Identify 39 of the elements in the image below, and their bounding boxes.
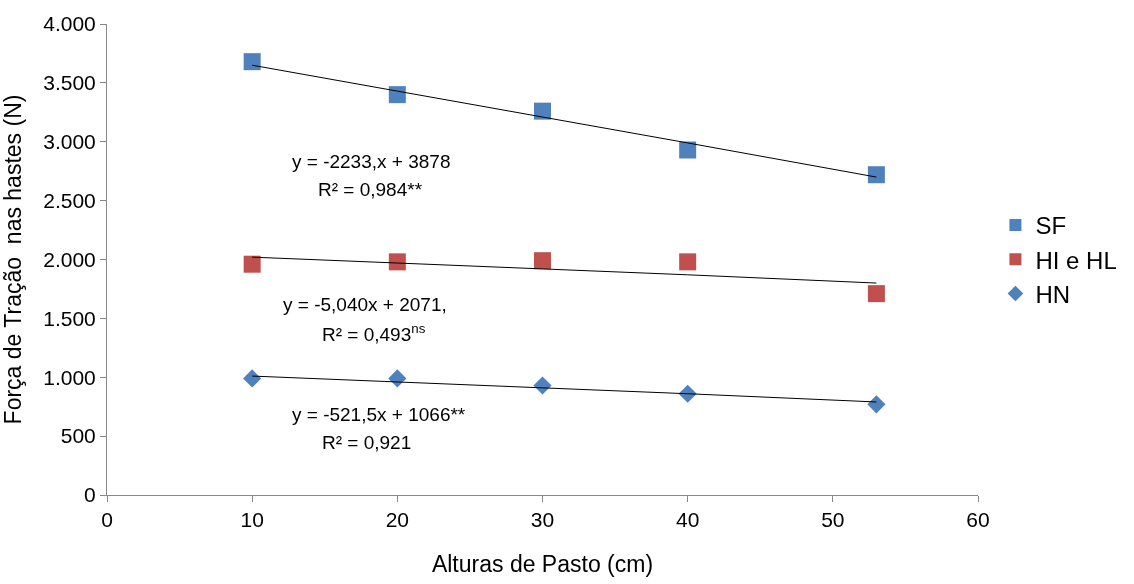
- point: [243, 369, 262, 388]
- point: [867, 395, 886, 414]
- x-tick-label: 30: [530, 508, 555, 532]
- y-tick-label: 0: [84, 483, 96, 507]
- legend-label: HN: [1035, 280, 1071, 308]
- point: [534, 252, 551, 270]
- x-tick-label: 60: [966, 508, 990, 532]
- x-tick-label: 10: [240, 508, 264, 532]
- y-axis-title: Força de Tração nas hastes (N): [0, 94, 26, 425]
- annotation: y = -2233,x + 3878: [292, 151, 451, 172]
- point: [388, 253, 406, 271]
- annotation: R² = 0,984**: [318, 179, 423, 200]
- point: [388, 86, 406, 104]
- annotation: R² = 0,493$^{ns}$: [322, 321, 426, 345]
- y-tick-label: 3.500: [43, 71, 96, 95]
- y-tick-label: 1.000: [43, 365, 96, 389]
- x-tick-label: 40: [675, 508, 700, 532]
- y-tick-label: 4.000: [43, 12, 96, 36]
- x-tick-label: 50: [821, 508, 845, 532]
- point: [243, 53, 261, 71]
- x-axis-title: Alturas de Pasto (cm): [431, 550, 654, 577]
- point: [867, 285, 885, 303]
- legend-label: HI e HL: [1035, 246, 1117, 274]
- legend-label: SF: [1035, 212, 1067, 240]
- point: [679, 253, 697, 271]
- annotation: y = -5,040x + 2071,: [283, 294, 447, 315]
- y-tick-label: 1.500: [43, 306, 96, 330]
- x-tick-label: 0: [101, 508, 113, 532]
- y-tick-label: 2.000: [43, 247, 96, 271]
- x-tick-label: 20: [385, 508, 410, 532]
- point: [534, 102, 551, 120]
- y-tick-label: 500: [60, 424, 96, 448]
- point: [867, 166, 885, 184]
- annotation: R² = 0,921: [322, 432, 412, 453]
- point: [243, 255, 261, 273]
- y-tick-label: 2.500: [43, 188, 96, 212]
- point: [679, 141, 697, 159]
- annotation: y = -521,5x + 1066**: [292, 404, 466, 425]
- y-tick-label: 3.000: [43, 130, 96, 154]
